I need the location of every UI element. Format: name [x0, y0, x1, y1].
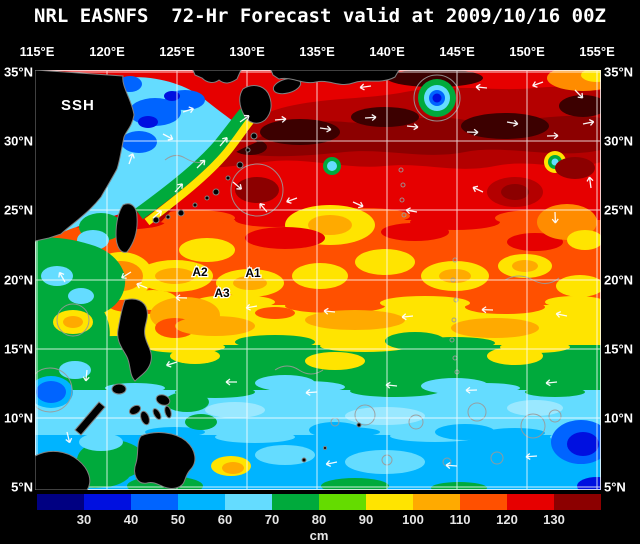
- station-label-a3: A3: [214, 286, 230, 300]
- colorbar-tick: 70: [264, 512, 280, 527]
- lat-tick-label-right: 10°N: [604, 410, 634, 426]
- lat-tick-label-left: 30°N: [3, 133, 33, 149]
- land-china: [34, 69, 135, 242]
- contour-lines: [27, 74, 562, 467]
- colorbar-cell: [178, 494, 225, 510]
- colorbar-unit-label: cm: [309, 528, 329, 543]
- lon-tick-label: 125°E: [159, 44, 195, 59]
- land-luzon: [117, 298, 152, 382]
- colorbar-cell: [131, 494, 178, 510]
- lat-tick-label-left: 25°N: [3, 202, 33, 218]
- land-mindanao: [134, 432, 196, 490]
- lon-tick-label: 150°E: [509, 44, 545, 59]
- colorbar-cell: [319, 494, 366, 510]
- colorbar-cell: [225, 494, 272, 510]
- lat-tick-label-left: 10°N: [3, 410, 33, 426]
- land-shikoku: [272, 77, 302, 95]
- lon-tick-label: 145°E: [439, 44, 475, 59]
- colorbar-tick: 130: [543, 512, 565, 527]
- colorbar-tick: 30: [76, 512, 92, 527]
- colorbar-cell: [37, 494, 84, 510]
- colorbar: [37, 494, 601, 510]
- lon-tick-label: 130°E: [229, 44, 265, 59]
- colorbar-tick: 110: [449, 512, 471, 527]
- map-labels: SSH A1 A2 A3: [61, 97, 262, 301]
- colorbar-cell: [554, 494, 601, 510]
- land-kyushu: [239, 85, 272, 124]
- lon-tick-label: 135°E: [299, 44, 335, 59]
- map-area: SSH A1 A2 A3: [27, 65, 619, 496]
- lat-tick-label-right: 5°N: [604, 479, 626, 495]
- lat-tick-label-right: 30°N: [604, 133, 634, 149]
- land-borneo: [34, 450, 91, 491]
- field-label: SSH: [61, 97, 95, 114]
- colorbar-tick: 50: [170, 512, 186, 527]
- land-korea: [192, 69, 242, 84]
- colorbar-tick: 100: [402, 512, 424, 527]
- land-palawan: [74, 401, 106, 436]
- lat-tick-label-left: 35°N: [3, 64, 33, 80]
- ssh-field-map: SSH A1 A2 A3: [27, 65, 619, 496]
- colorbar-cell: [84, 494, 131, 510]
- lat-tick-label-right: 15°N: [604, 341, 634, 357]
- station-label-a2: A2: [192, 265, 208, 279]
- colorbar-cell: [413, 494, 460, 510]
- lon-tick-label: 120°E: [89, 44, 125, 59]
- colorbar-tick: 80: [311, 512, 327, 527]
- colorbar-cell: [507, 494, 554, 510]
- colorbar-tick: 60: [217, 512, 233, 527]
- land-honshu: [270, 69, 400, 86]
- colorbar-tick: 120: [496, 512, 518, 527]
- ssh-field: [29, 65, 619, 496]
- colorbar-tick: 40: [123, 512, 139, 527]
- lat-tick-label-left: 5°N: [11, 479, 33, 495]
- colorbar-tick: 90: [358, 512, 374, 527]
- land-masses: [34, 69, 400, 491]
- lat-tick-label-right: 35°N: [604, 64, 634, 80]
- lat-tick-label-right: 25°N: [604, 202, 634, 218]
- station-label-a1: A1: [245, 266, 261, 280]
- figure-title: NRL EASNFS 72-Hr Forecast valid at 2009/…: [34, 5, 606, 27]
- lon-tick-label: 140°E: [369, 44, 405, 59]
- land-taiwan: [115, 203, 138, 253]
- colorbar-cell: [272, 494, 319, 510]
- lat-tick-label-left: 15°N: [3, 341, 33, 357]
- colorbar-cell: [366, 494, 413, 510]
- lat-tick-label-right: 20°N: [604, 272, 634, 288]
- lon-tick-label: 155°E: [579, 44, 615, 59]
- lon-tick-label: 115°E: [19, 44, 55, 59]
- lat-tick-label-left: 20°N: [3, 272, 33, 288]
- colorbar-cell: [460, 494, 507, 510]
